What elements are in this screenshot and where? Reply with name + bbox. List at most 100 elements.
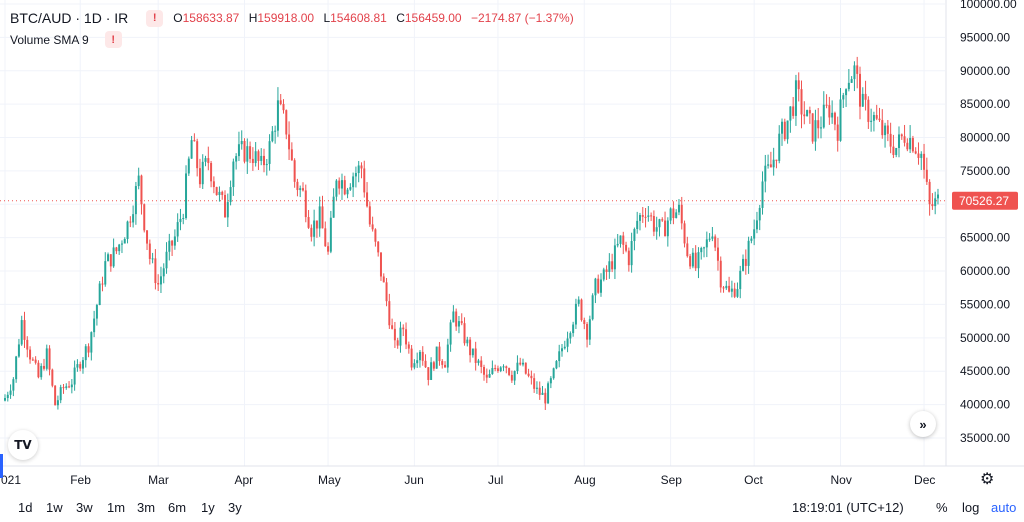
candle-body: [112, 247, 115, 267]
candle-body: [686, 243, 689, 257]
candle-body: [544, 392, 547, 404]
candle-body: [914, 151, 917, 154]
candle-body: [62, 387, 65, 389]
candle-body: [755, 220, 758, 230]
candle-body: [934, 198, 937, 207]
candle-body: [249, 146, 252, 159]
candle-body: [193, 140, 196, 142]
candle-body: [591, 295, 594, 320]
settings-gear-icon[interactable]: ⚙: [980, 471, 995, 488]
candle-body: [619, 235, 622, 244]
candle-body: [602, 269, 605, 280]
time-readout[interactable]: 18:19:01 (UTC+12): [792, 500, 904, 515]
range-1y-button[interactable]: 1y: [201, 500, 215, 515]
candle-body: [803, 114, 806, 117]
candle-body: [452, 311, 455, 323]
x-tick-label: Sep: [661, 473, 683, 487]
range-1m-button[interactable]: 1m: [107, 500, 126, 515]
auto-scale-button[interactable]: auto: [991, 500, 1017, 515]
candle-body: [118, 244, 121, 252]
candle-body: [708, 238, 711, 240]
candle-body: [360, 165, 363, 169]
candle-body: [750, 238, 753, 241]
candle-body: [881, 120, 884, 136]
scroll-to-realtime-icon[interactable]: »: [910, 411, 936, 437]
candle-body: [168, 240, 171, 252]
candle-body: [847, 82, 850, 90]
symbol-title[interactable]: BTC/AUD · 1D · IR: [10, 10, 129, 26]
candle-body: [867, 99, 870, 122]
candle-body: [705, 239, 708, 248]
candle-body: [502, 366, 505, 368]
range-1d-button[interactable]: 1d: [18, 500, 33, 515]
candle-body: [366, 192, 369, 207]
candle-body: [363, 168, 366, 193]
candle-body: [432, 362, 435, 369]
candle-body: [505, 366, 508, 369]
candle-body: [165, 251, 168, 269]
candle-body: [151, 258, 154, 260]
candle-body: [778, 133, 781, 161]
candle-body: [416, 360, 419, 364]
log-scale-button[interactable]: log: [962, 500, 980, 515]
y-tick-label: 65000.00: [960, 231, 1010, 245]
indicator-warning-icon[interactable]: !: [104, 31, 122, 48]
candle-body: [340, 180, 343, 189]
x-tick-label: Apr: [235, 473, 254, 487]
price-chart[interactable]: 100000.00 95000.00 90000.00 85000.00 80000.0…: [0, 0, 1024, 494]
candle-body: [769, 164, 772, 168]
candle-body: [148, 243, 151, 259]
candle-body: [641, 215, 644, 217]
y-tick-label: 55000.00: [960, 297, 1010, 311]
candle-body: [424, 360, 427, 368]
range-3m-button[interactable]: 3m: [137, 500, 156, 515]
candle-body: [446, 344, 449, 368]
candle-body: [405, 329, 408, 345]
candle-body: [928, 181, 931, 205]
candle-body: [730, 288, 733, 292]
candle-body: [346, 189, 349, 195]
candle-body: [884, 125, 887, 136]
candle-body: [586, 324, 589, 340]
candle-body: [240, 140, 243, 145]
candle-body: [31, 359, 34, 361]
candle-body: [931, 204, 934, 207]
candle-body: [143, 204, 146, 231]
candle-body: [627, 250, 630, 266]
candle-body: [597, 278, 600, 293]
candle-body: [549, 378, 552, 384]
close-value: 156459.00: [404, 11, 462, 25]
candle-body: [561, 348, 563, 352]
candle-body: [622, 235, 625, 245]
candle-body: [845, 89, 848, 96]
range-1w-button[interactable]: 1w: [46, 500, 63, 515]
candle-body: [541, 392, 544, 395]
candle-body: [455, 311, 458, 327]
candle-body: [836, 124, 839, 141]
candle-body: [753, 229, 756, 239]
range-3w-button[interactable]: 3w: [76, 500, 93, 515]
percent-scale-button[interactable]: %: [936, 500, 948, 515]
indicator-name: Volume: [10, 32, 51, 47]
candle-body: [833, 112, 836, 125]
candle-body: [374, 229, 377, 242]
range-3y-button[interactable]: 3y: [228, 500, 242, 515]
candle-body: [530, 375, 533, 379]
symbol-legend: BTC/AUD · 1D · IR ! O158633.87 H159918.0…: [10, 9, 574, 27]
candle-body: [474, 348, 477, 363]
range-6m-button[interactable]: 6m: [168, 500, 187, 515]
candle-body: [173, 236, 176, 246]
candle-body: [675, 212, 678, 219]
candle-body: [413, 363, 416, 368]
indicator-legend[interactable]: Volume SMA 9 !: [10, 31, 122, 48]
candle-body: [719, 260, 722, 288]
candle-body: [569, 333, 572, 339]
candle-body: [115, 247, 118, 252]
candle-body: [747, 240, 750, 266]
candle-body: [290, 149, 293, 161]
warning-icon[interactable]: !: [146, 9, 164, 27]
candle-body: [650, 215, 653, 217]
candle-body: [304, 190, 307, 218]
tradingview-logo-icon[interactable]: TV: [8, 430, 38, 460]
candle-body: [393, 328, 396, 341]
